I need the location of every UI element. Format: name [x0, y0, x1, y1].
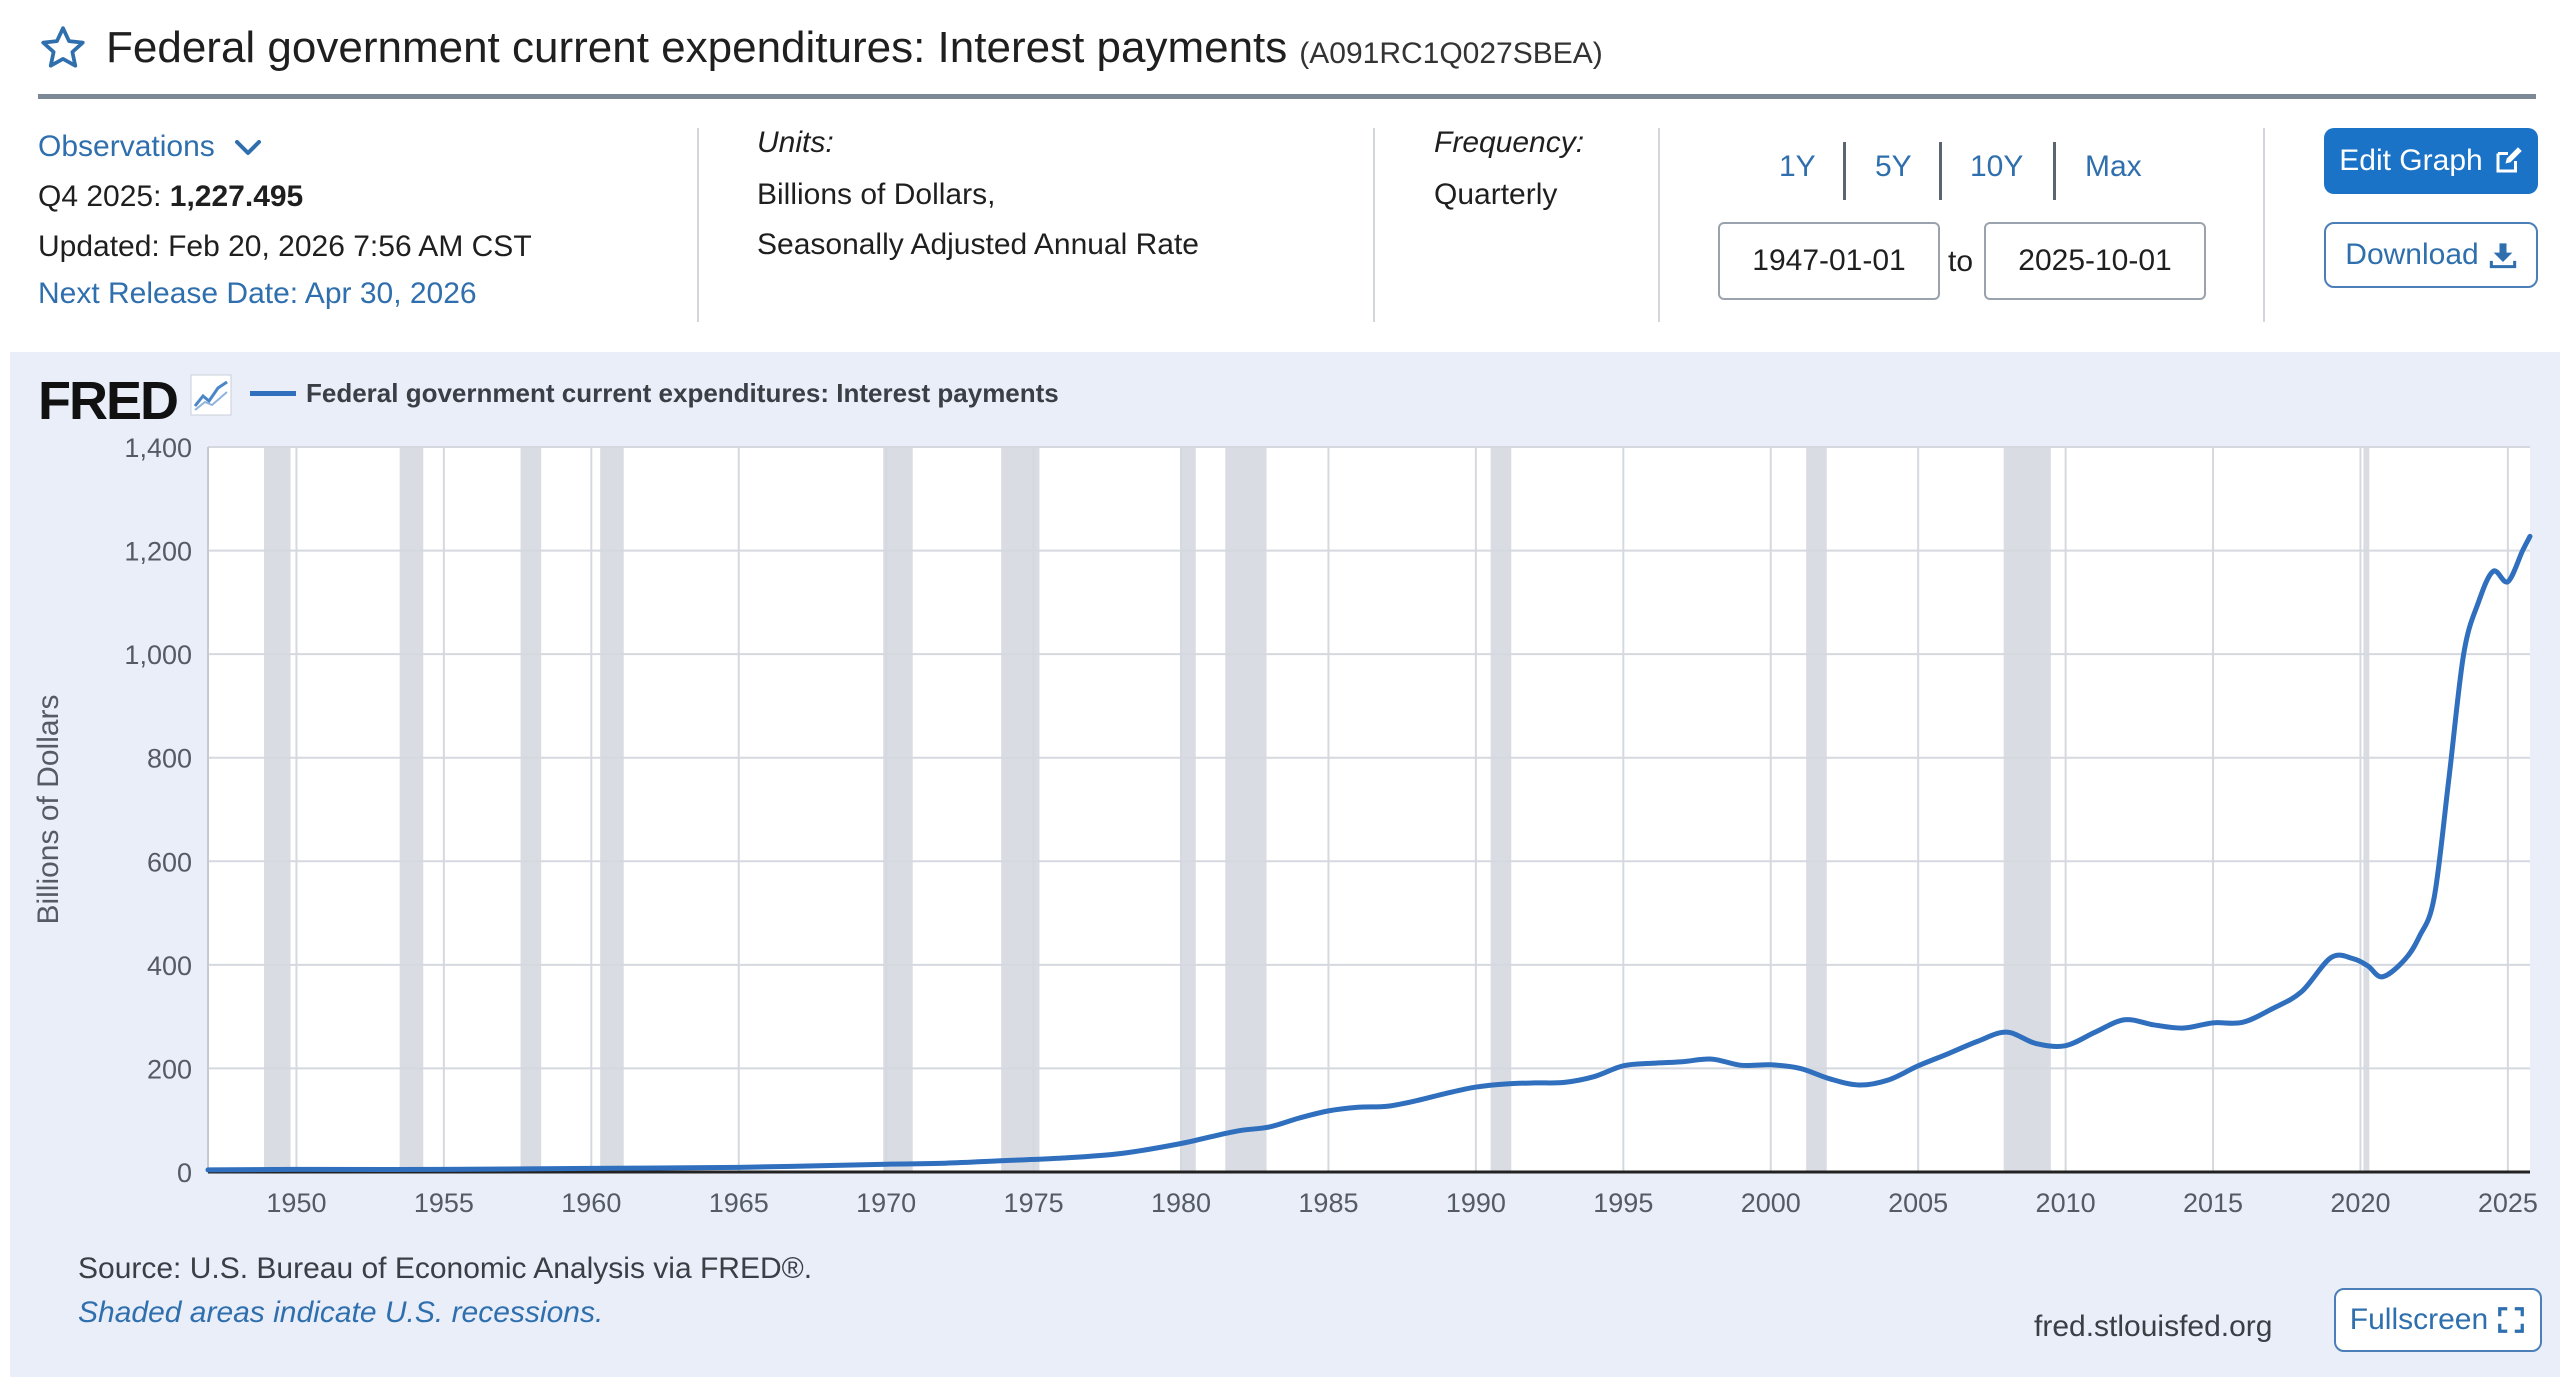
graph-panel: 0 200 400 600 800 1,000 1,200 1,400 1950 1955 1960… — [10, 352, 2560, 1377]
fullscreen-button[interactable]: Fullscreen — [2334, 1288, 2542, 1352]
range-5y-button[interactable]: 5Y — [1875, 150, 1912, 183]
recession-band — [883, 447, 913, 1172]
plot-area — [208, 447, 2530, 1172]
x-tick-label: 1950 — [266, 1188, 326, 1218]
range-separator — [1843, 142, 1846, 200]
frequency-label: Frequency: — [1434, 126, 1585, 159]
observations-toggle[interactable]: Observations — [38, 132, 263, 162]
range-10y-button[interactable]: 10Y — [1970, 150, 2024, 183]
x-tick-label: 2000 — [1741, 1188, 1801, 1218]
recession-band — [600, 447, 624, 1172]
series-id: (A091RC1Q027SBEA) — [1299, 37, 1603, 70]
chevron-down-icon — [235, 140, 262, 156]
y-tick-label: 200 — [147, 1054, 192, 1084]
download-button[interactable]: Download — [2324, 222, 2538, 288]
end-date-input[interactable]: 2025-10-01 — [1984, 222, 2206, 300]
range-1y-button[interactable]: 1Y — [1779, 150, 1816, 183]
recession-band — [520, 447, 542, 1172]
line-chart-icon — [190, 374, 232, 416]
recession-band — [1181, 447, 1196, 1172]
y-tick-label: 1,200 — [124, 537, 192, 567]
date-range-to-label: to — [1948, 245, 1974, 278]
title-divider — [38, 94, 2536, 99]
updated-timestamp: Updated: Feb 20, 2026 7:56 AM CST — [38, 230, 532, 263]
column-divider — [1373, 128, 1375, 322]
range-separator — [1939, 142, 1942, 200]
fullscreen-icon — [2498, 1307, 2525, 1333]
recession-band — [2363, 447, 2370, 1172]
range-max-button[interactable]: Max — [2085, 150, 2142, 183]
y-tick-label: 0 — [177, 1158, 192, 1188]
y-tick-label: 800 — [147, 744, 192, 774]
recession-note[interactable]: Shaded areas indicate U.S. recessions. — [78, 1296, 604, 1329]
y-tick-label: 600 — [147, 847, 192, 877]
next-release-link[interactable]: Next Release Date: Apr 30, 2026 — [38, 277, 477, 310]
x-tick-label: 1980 — [1151, 1188, 1211, 1218]
legend-swatch — [250, 391, 296, 396]
observation-period: Q4 2025: — [38, 180, 162, 213]
series-line — [205, 533, 2533, 1173]
edit-graph-label: Edit Graph — [2339, 144, 2483, 177]
units-line-2: Seasonally Adjusted Annual Rate — [757, 228, 1199, 261]
latest-observation: Q4 2025: 1,227.495 — [38, 182, 303, 212]
edit-graph-button[interactable]: Edit Graph — [2324, 128, 2538, 194]
recession-band — [264, 447, 291, 1172]
units-line-1: Billions of Dollars, — [757, 178, 996, 211]
chart[interactable]: 0 200 400 600 800 1,000 1,200 1,400 1950 1955 1960… — [10, 352, 2560, 1232]
x-tick-label: 1975 — [1004, 1188, 1064, 1218]
x-tick-label: 2015 — [2183, 1188, 2243, 1218]
observation-value: 1,227.495 — [169, 180, 304, 213]
x-tick-label: 1985 — [1298, 1188, 1358, 1218]
frequency-value: Quarterly — [1434, 178, 1558, 211]
x-tick-label: 1995 — [1593, 1188, 1653, 1218]
legend-label: Federal government current expenditures:… — [306, 378, 1059, 408]
recession-band — [2003, 447, 2051, 1172]
recession-band — [1225, 447, 1267, 1172]
x-tick-label: 1990 — [1446, 1188, 1506, 1218]
observations-label: Observations — [38, 130, 215, 163]
page-title: Federal government current expenditures:… — [106, 23, 1288, 72]
column-divider — [1658, 128, 1660, 322]
y-tick-label: 400 — [147, 951, 192, 981]
y-tick-label: 1,400 — [124, 433, 192, 463]
x-tick-label: 1960 — [561, 1188, 621, 1218]
x-tick-label: 1955 — [414, 1188, 474, 1218]
y-axis-title: Billions of Dollars — [32, 694, 65, 924]
y-tick-label: 1,000 — [124, 640, 192, 670]
range-separator — [2053, 142, 2056, 200]
download-label: Download — [2345, 238, 2479, 271]
x-tick-label: 2020 — [2330, 1188, 2390, 1218]
source-note: Source: U.S. Bureau of Economic Analysis… — [78, 1252, 813, 1285]
recession-band — [1806, 447, 1827, 1172]
recession-band — [399, 447, 424, 1172]
fred-url: fred.stlouisfed.org — [2034, 1310, 2273, 1343]
fred-logo: FRED — [38, 371, 179, 431]
x-tick-label: 1965 — [709, 1188, 769, 1218]
title-row: Federal government current expenditures:… — [38, 18, 2518, 78]
x-tick-label: 2005 — [1888, 1188, 1948, 1218]
units-label: Units: — [757, 126, 834, 159]
column-divider — [697, 128, 699, 322]
download-icon — [2489, 243, 2516, 269]
star-icon[interactable] — [38, 23, 88, 73]
x-tick-label: 2025 — [2478, 1188, 2538, 1218]
fullscreen-label: Fullscreen — [2349, 1303, 2489, 1336]
recession-band — [1490, 447, 1512, 1172]
start-date-input[interactable]: 1947-01-01 — [1718, 222, 1940, 300]
edit-icon — [2496, 147, 2522, 173]
x-tick-label: 2010 — [2036, 1188, 2096, 1218]
x-tick-label: 1970 — [856, 1188, 916, 1218]
column-divider — [2263, 128, 2265, 322]
